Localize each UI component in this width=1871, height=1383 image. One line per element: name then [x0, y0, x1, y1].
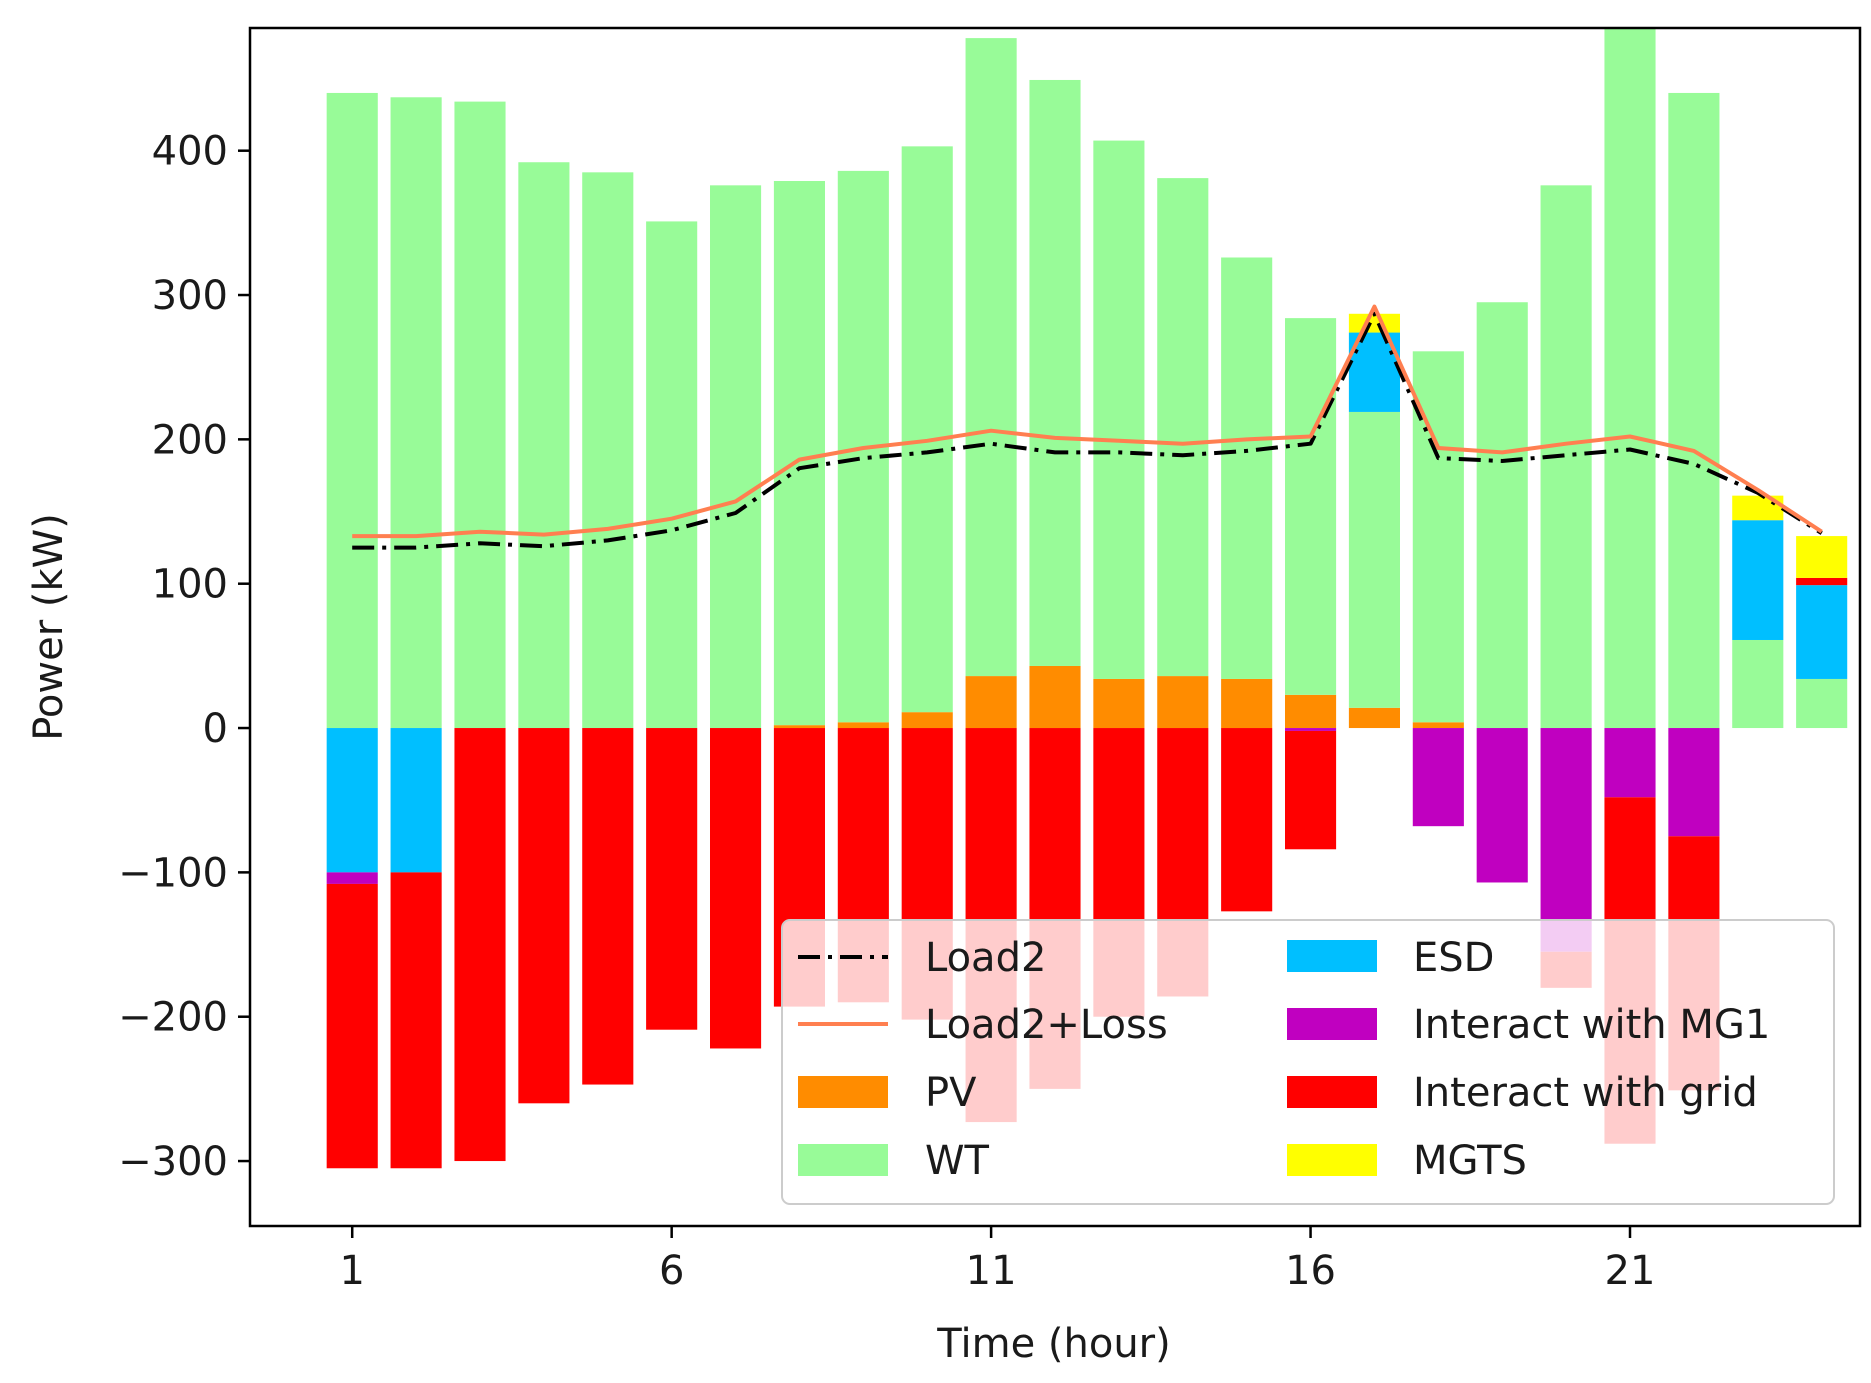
bar-wt-hour-3: [454, 101, 506, 729]
bar-pv-hour-18: [1412, 722, 1464, 729]
legend-swatch-wt: [798, 1144, 888, 1176]
line-load2-loss: [352, 304, 1823, 539]
bar-wt-hour-1: [326, 92, 378, 729]
y-tick-label-5: 200: [152, 417, 228, 463]
legend-swatch-pv: [798, 1076, 888, 1108]
bar-interact-with-grid-hour-6: [646, 728, 698, 1030]
bar-interact-with-mg1-hour-1: [326, 872, 378, 884]
y-tick-label-3: 0: [203, 706, 228, 752]
x-tick-label-3: 16: [1285, 1248, 1336, 1294]
bar-wt-hour-4: [518, 162, 570, 729]
bar-interact-with-grid-hour-16: [1285, 730, 1337, 850]
bar-pv-hour-8: [773, 725, 825, 729]
bar-wt-hour-17: [1348, 411, 1400, 708]
x-tick-label-4: 21: [1605, 1248, 1656, 1294]
bar-wt-hour-7: [710, 185, 762, 729]
bar-wt-hour-19: [1476, 302, 1528, 729]
bar-pv-hour-16: [1285, 694, 1337, 729]
bar-interact-with-mg1-hour-18: [1412, 728, 1464, 827]
bar-mgts-hour-17: [1348, 313, 1400, 333]
bar-wt-hour-2: [390, 97, 442, 729]
x-axis-label: Time (hour): [936, 1321, 1170, 1367]
bar-esd-hour-23: [1732, 520, 1784, 640]
y-axis-label: Power (kW): [26, 513, 72, 741]
legend-label-esd: ESD: [1413, 935, 1494, 981]
legend-label-interact-mg1: Interact with MG1: [1413, 1002, 1770, 1048]
bar-wt-hour-12: [1029, 79, 1081, 666]
legend: Load2 Load2+Loss PV WT ESD Interact with…: [781, 919, 1835, 1205]
y-tick-label-4: 100: [152, 562, 228, 608]
bar-interact-with-grid-hour-1: [326, 883, 378, 1169]
bar-pv-hour-12: [1029, 665, 1081, 729]
bar-pv-hour-11: [965, 676, 1017, 729]
bar-esd-hour-2: [390, 728, 442, 873]
bar-wt-hour-16: [1285, 318, 1337, 695]
bar-interact-with-grid-hour-15: [1221, 728, 1273, 912]
bar-wt-hour-22: [1668, 92, 1720, 729]
bar-pv-hour-14: [1157, 676, 1209, 729]
bar-pv-hour-9: [837, 722, 889, 729]
bar-esd-hour-24: [1796, 585, 1848, 679]
legend-swatch-interact-grid: [1287, 1076, 1377, 1108]
legend-label-interact-grid: Interact with grid: [1413, 1070, 1758, 1116]
bar-interact-with-grid-hour-7: [710, 728, 762, 1049]
bar-wt-hour-6: [646, 221, 698, 729]
x-tick-label-0: 1: [339, 1248, 364, 1294]
y-tick-label-6: 300: [152, 273, 228, 319]
x-tick-label-1: 6: [659, 1248, 684, 1294]
bar-interact-with-mg1-hour-19: [1476, 728, 1528, 883]
bar-interact-with-grid-hour-5: [582, 728, 634, 1085]
legend-box: [781, 919, 1835, 1205]
bar-wt-hour-5: [582, 172, 634, 729]
bar-wt-hour-10: [901, 146, 953, 713]
bar-pv-hour-15: [1221, 678, 1273, 729]
bar-wt-hour-11: [965, 38, 1017, 677]
y-tick-label-7: 400: [152, 129, 228, 175]
bar-wt-hour-21: [1604, 28, 1656, 729]
bar-pv-hour-17: [1348, 707, 1400, 729]
y-tick-label-1: −200: [118, 995, 228, 1041]
bar-interact-with-mg1-hour-22: [1668, 728, 1720, 837]
bar-wt-hour-23: [1732, 639, 1784, 729]
legend-label-load2: Load2: [925, 935, 1046, 981]
lines-layer: [352, 304, 1823, 550]
bar-interact-with-mg1-hour-20: [1540, 728, 1592, 952]
x-tick-label-2: 11: [966, 1248, 1017, 1294]
bar-wt-hour-8: [773, 180, 825, 726]
y-tick-label-0: −300: [118, 1139, 228, 1185]
legend-swatch-mgts: [1287, 1144, 1377, 1176]
legend-swatch-interact-mg1: [1287, 1008, 1377, 1040]
plot-frame: [248, 26, 1862, 1228]
legend-label-mgts: MGTS: [1413, 1138, 1527, 1184]
bar-wt-hour-14: [1157, 178, 1209, 677]
y-tick-label-2: −100: [118, 850, 228, 896]
bar-interact-with-grid-hour-24: [1796, 577, 1848, 586]
bar-mgts-hour-24: [1796, 536, 1848, 578]
bar-interact-with-mg1-hour-16: [1285, 728, 1337, 731]
bar-interact-with-grid-hour-4: [518, 728, 570, 1104]
bar-wt-hour-24: [1796, 678, 1848, 729]
bar-wt-hour-15: [1221, 257, 1273, 679]
legend-label-pv: PV: [925, 1070, 977, 1116]
bar-interact-with-grid-hour-3: [454, 728, 506, 1162]
bar-interact-with-mg1-hour-21: [1604, 728, 1656, 798]
bar-interact-with-grid-hour-2: [390, 872, 442, 1169]
legend-label-wt: WT: [925, 1138, 990, 1184]
bar-wt-hour-13: [1093, 140, 1145, 679]
bar-esd-hour-1: [326, 728, 378, 873]
line-load2: [352, 311, 1823, 550]
bar-pv-hour-10: [901, 712, 953, 729]
legend-label-load2-loss: Load2+Loss: [925, 1002, 1168, 1048]
legend-swatch-esd: [1287, 940, 1377, 972]
bar-pv-hour-13: [1093, 678, 1145, 729]
